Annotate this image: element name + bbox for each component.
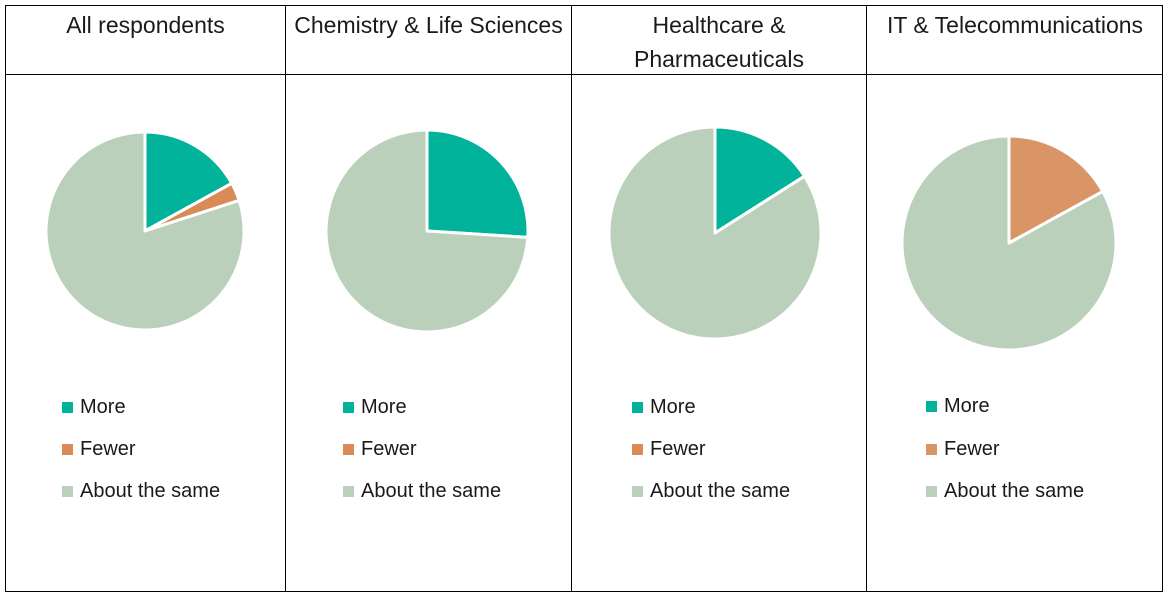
legend-label: More (650, 396, 696, 418)
legend-label: More (361, 396, 407, 418)
header-divider (5, 74, 1163, 75)
pie-slice-more (143, 130, 234, 233)
chart-title-it-telecom: IT & Telecommunications (886, 12, 1144, 38)
legend-label: More (944, 395, 990, 417)
legend-label: About the same (650, 480, 791, 502)
pie-slice-about-the-same (324, 128, 530, 334)
legend-swatch-more (343, 402, 354, 413)
legend-item-same: About the same (62, 480, 220, 503)
column-divider (571, 5, 572, 592)
legend-swatch-more (926, 401, 937, 412)
legend-swatch-same (343, 486, 354, 497)
pie-slice-about-the-same (44, 130, 246, 332)
legend-label: About the same (80, 480, 221, 502)
legend-label: Fewer (361, 438, 417, 460)
legend-label: More (80, 396, 126, 418)
legend-swatch-fewer (343, 444, 354, 455)
legend-swatch-same (62, 486, 73, 497)
legend-item-fewer: Fewer (62, 438, 136, 461)
legend-swatch-same (632, 486, 643, 497)
legend-item-fewer: Fewer (343, 438, 417, 461)
chart-table-frame (5, 5, 1163, 592)
legend-item-fewer: Fewer (926, 438, 1000, 461)
chart-title-all-respondents: All respondents (66, 12, 225, 38)
legend-item-fewer: Fewer (632, 438, 706, 461)
column-divider (866, 5, 867, 592)
legend-item-more: More (926, 395, 990, 418)
legend-label: About the same (944, 480, 1085, 502)
legend-swatch-fewer (632, 444, 643, 455)
pie-slice-more (713, 125, 806, 235)
column-divider (285, 5, 286, 592)
legend-label: Fewer (944, 438, 1000, 460)
chart-title-healthcare: Healthcare & Pharmaceuticals (633, 12, 805, 72)
legend-swatch-more (62, 402, 73, 413)
legend-item-more: More (62, 396, 126, 419)
legend-label: Fewer (650, 438, 706, 460)
legend-item-more: More (632, 396, 696, 419)
chart-title-chemistry: Chemistry & Life Sciences (294, 12, 563, 38)
pie-slice-about-the-same (607, 125, 823, 341)
legend-item-same: About the same (926, 480, 1084, 503)
legend-swatch-fewer (926, 444, 937, 455)
legend-swatch-fewer (62, 444, 73, 455)
pie-slice-fewer (1007, 134, 1105, 245)
legend-label: About the same (361, 480, 502, 502)
pie-slice-more (425, 128, 530, 239)
legend-swatch-more (632, 402, 643, 413)
legend-item-same: About the same (632, 480, 790, 503)
pie-slice-about-the-same (900, 134, 1118, 352)
legend-item-more: More (343, 396, 407, 419)
legend-item-same: About the same (343, 480, 501, 503)
legend-swatch-same (926, 486, 937, 497)
legend-label: Fewer (80, 438, 136, 460)
